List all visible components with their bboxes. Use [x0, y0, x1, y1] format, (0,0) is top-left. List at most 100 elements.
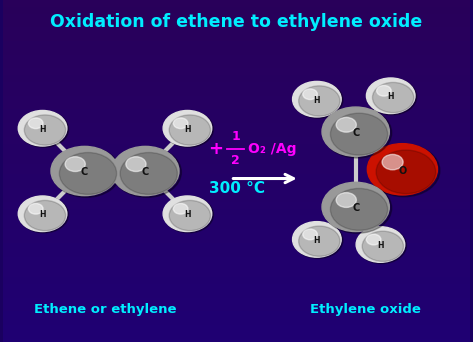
Bar: [3, 31, 470, 34]
Circle shape: [322, 107, 389, 156]
Circle shape: [163, 110, 212, 146]
Bar: [3, 150, 470, 154]
Text: 300 °C: 300 °C: [209, 181, 264, 196]
Bar: [3, 284, 470, 287]
Bar: [3, 233, 470, 236]
Circle shape: [336, 193, 356, 207]
Circle shape: [322, 182, 389, 232]
Bar: [3, 72, 470, 75]
Bar: [3, 298, 470, 301]
Bar: [3, 236, 470, 239]
Bar: [3, 308, 470, 311]
Bar: [3, 157, 470, 161]
Bar: [3, 96, 470, 99]
Circle shape: [169, 200, 210, 231]
Bar: [3, 174, 470, 178]
Bar: [3, 198, 470, 202]
Circle shape: [331, 113, 388, 155]
Bar: [3, 144, 470, 147]
Bar: [3, 127, 470, 130]
Bar: [3, 34, 470, 38]
Bar: [3, 79, 470, 82]
Bar: [3, 55, 470, 58]
Bar: [3, 301, 470, 304]
Bar: [3, 140, 470, 144]
Circle shape: [367, 234, 381, 245]
Bar: [3, 318, 470, 321]
Text: H: H: [39, 210, 46, 219]
Bar: [3, 287, 470, 291]
Circle shape: [126, 157, 146, 171]
Circle shape: [164, 111, 213, 147]
Bar: [3, 24, 470, 27]
Bar: [3, 267, 470, 270]
Bar: [3, 133, 470, 137]
Bar: [3, 332, 470, 335]
Text: H: H: [377, 241, 384, 250]
Circle shape: [113, 147, 181, 197]
Bar: [3, 65, 470, 68]
Bar: [3, 243, 470, 246]
Bar: [3, 256, 470, 260]
Bar: [3, 339, 470, 342]
Bar: [3, 116, 470, 120]
Bar: [3, 82, 470, 86]
Text: C: C: [352, 128, 359, 138]
Bar: [3, 260, 470, 263]
Circle shape: [298, 86, 340, 116]
Text: H: H: [314, 95, 320, 105]
Bar: [3, 21, 470, 24]
Circle shape: [120, 153, 177, 194]
Circle shape: [323, 183, 392, 233]
Bar: [3, 304, 470, 308]
Bar: [3, 178, 470, 181]
Bar: [3, 222, 470, 226]
Bar: [3, 185, 470, 188]
Bar: [3, 215, 470, 219]
Circle shape: [303, 89, 317, 100]
Bar: [3, 212, 470, 215]
Circle shape: [112, 146, 179, 196]
Text: H: H: [39, 124, 46, 134]
Bar: [3, 109, 470, 113]
Bar: [3, 226, 470, 229]
Bar: [3, 0, 470, 3]
Circle shape: [336, 117, 356, 132]
Bar: [3, 7, 470, 10]
Circle shape: [357, 227, 406, 264]
Bar: [3, 120, 470, 123]
Circle shape: [24, 200, 66, 231]
Bar: [3, 164, 470, 168]
Circle shape: [293, 222, 341, 257]
Circle shape: [377, 86, 391, 96]
Bar: [3, 335, 470, 339]
Text: C: C: [142, 167, 149, 177]
Bar: [3, 103, 470, 106]
Bar: [3, 294, 470, 298]
Bar: [3, 209, 470, 212]
Bar: [3, 147, 470, 150]
Bar: [3, 263, 470, 267]
Text: Ethene or ethylene: Ethene or ethylene: [35, 303, 177, 316]
Circle shape: [65, 157, 85, 171]
Circle shape: [368, 144, 440, 197]
Bar: [3, 280, 470, 284]
Text: H: H: [387, 92, 394, 101]
Text: C: C: [352, 203, 359, 213]
Circle shape: [19, 197, 69, 233]
Circle shape: [28, 203, 43, 214]
Bar: [3, 17, 470, 21]
Bar: [3, 192, 470, 195]
Circle shape: [28, 118, 43, 129]
Bar: [3, 3, 470, 7]
Text: H: H: [184, 124, 191, 134]
Bar: [3, 38, 470, 41]
Bar: [3, 195, 470, 198]
Bar: [3, 171, 470, 174]
Bar: [3, 137, 470, 140]
Circle shape: [367, 79, 417, 115]
Bar: [3, 161, 470, 164]
Bar: [3, 270, 470, 274]
Bar: [3, 86, 470, 89]
Bar: [3, 130, 470, 133]
